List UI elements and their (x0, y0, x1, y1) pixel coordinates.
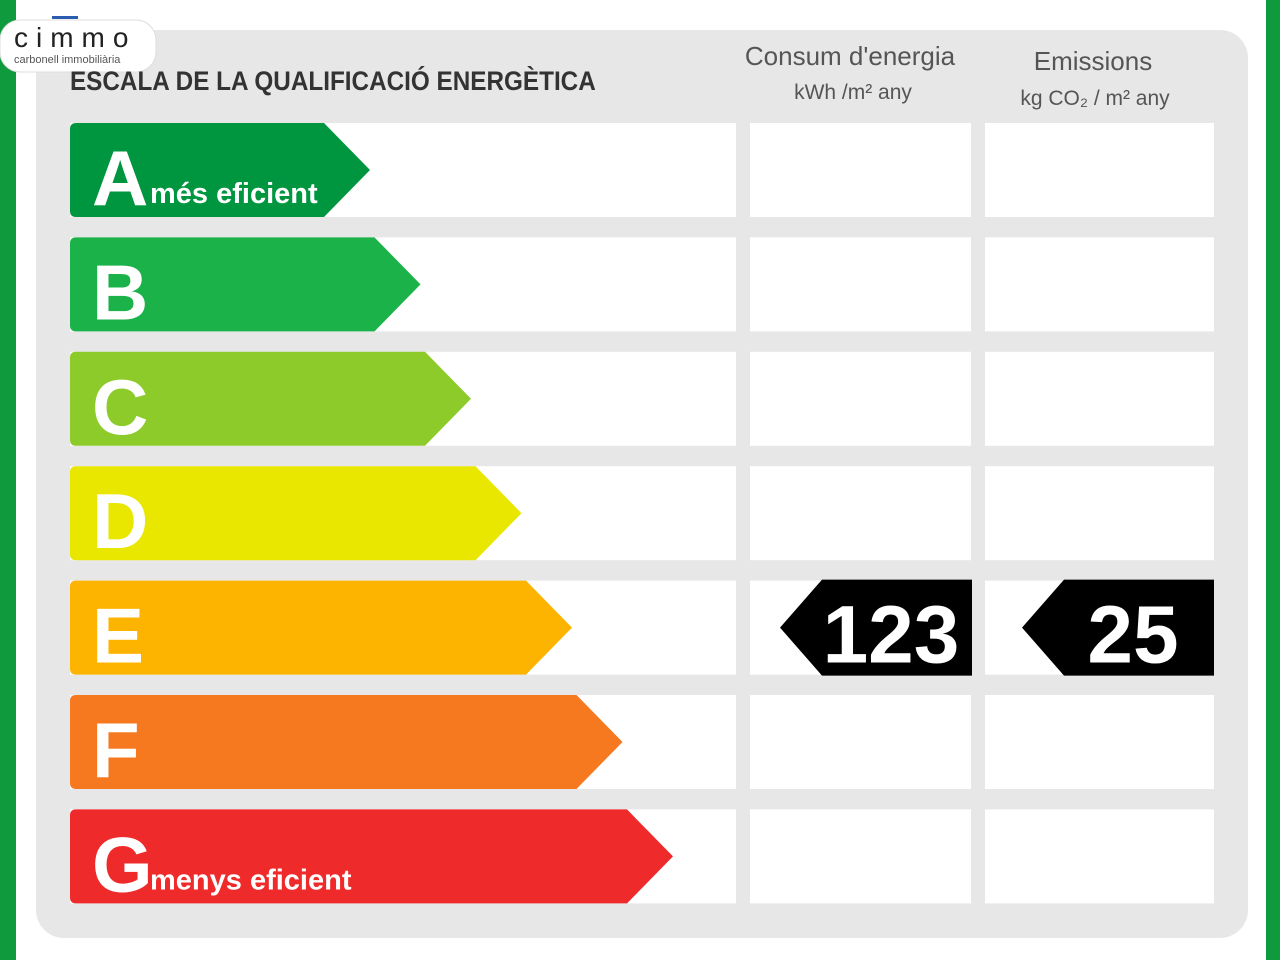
rating-letter: A (92, 134, 148, 222)
emissions-cell (985, 466, 1214, 561)
emissions-value: 25 (1087, 590, 1178, 681)
rating-arrow (70, 237, 421, 332)
emissions-cell (985, 237, 1214, 332)
logo-tagline: carbonell immobiliària (14, 54, 121, 66)
title: ESCALA DE LA QUALIFICACIÓ ENERGÈTICA (70, 65, 596, 97)
consumption-cell (750, 695, 971, 789)
rating-letter: C (92, 363, 148, 451)
rating-letter: D (92, 477, 148, 565)
left-border (0, 0, 16, 960)
emissions-cell (985, 695, 1214, 789)
logo-name: cimmo (14, 22, 136, 53)
logo-accent (52, 16, 78, 19)
consumption-cell (750, 809, 971, 904)
consumption-cell (750, 351, 971, 446)
rating-arrow (70, 466, 522, 561)
emissions-cell (985, 123, 1214, 217)
right-border (1266, 0, 1280, 960)
consumption-value: 123 (823, 590, 960, 681)
rating-label: menys eficient (150, 864, 352, 896)
rating-arrow (70, 351, 471, 446)
rating-arrow (70, 809, 673, 904)
rating-arrow (70, 695, 623, 789)
emissions-badge (1022, 579, 1214, 676)
rating-letter: B (92, 248, 148, 336)
rating-arrow (70, 123, 370, 217)
logo-box (0, 19, 157, 73)
rating-letter: E (92, 592, 144, 680)
column-title: Emissions (1034, 46, 1152, 76)
column-title: Consum d'energia (745, 41, 956, 71)
consumption-cell (750, 466, 971, 561)
rating-letter: G (92, 820, 153, 908)
emissions-cell (985, 809, 1214, 904)
column-unit: kg CO₂ / m² any (1020, 87, 1170, 110)
consumption-cell (750, 123, 971, 217)
rating-arrow (70, 580, 572, 675)
consumption-cell (750, 237, 971, 332)
column-unit: kWh /m² any (794, 81, 912, 104)
rating-letter: F (92, 706, 140, 794)
consumption-badge (780, 579, 972, 676)
emissions-cell (985, 351, 1214, 446)
rating-label: més eficient (150, 178, 318, 210)
